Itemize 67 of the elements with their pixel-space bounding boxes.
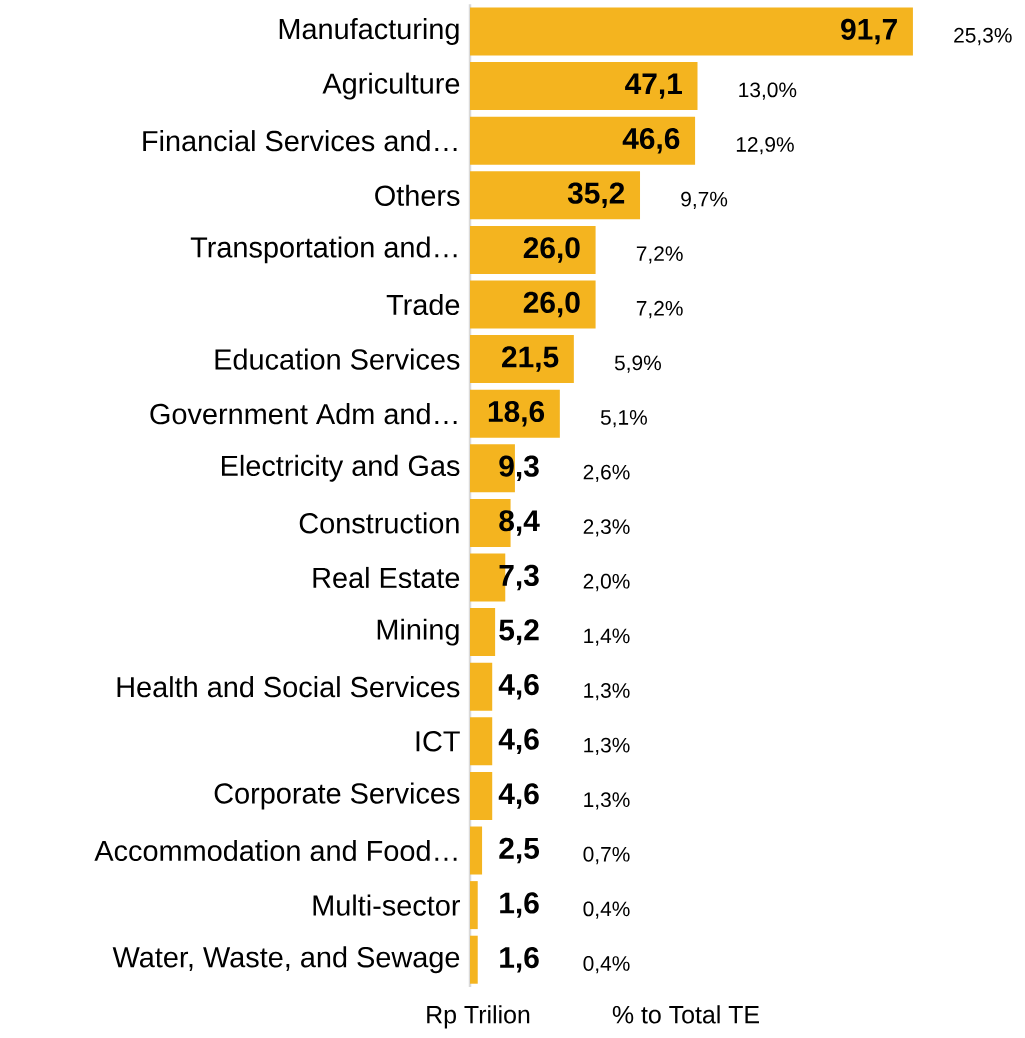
- y-tick-label: Agriculture: [322, 72, 460, 100]
- y-tick-label: Transportation and…: [190, 236, 457, 264]
- annotation: 0,4%: [583, 956, 630, 974]
- annotation: 5,1%: [600, 410, 647, 428]
- annotation: 7,2%: [636, 300, 683, 319]
- x-axis-title: Rp Trilion: [427, 1005, 530, 1029]
- data-label: 91,7: [841, 18, 897, 45]
- annotation: 12,9%: [736, 137, 794, 155]
- y-tick-label: Mining: [377, 618, 459, 646]
- bar: [470, 771, 493, 820]
- y-tick-label: Real Estate: [313, 566, 460, 589]
- data-label: 1,6: [500, 946, 539, 973]
- y-tick-label: Trade: [386, 293, 460, 316]
- data-label: 26,0: [523, 291, 580, 318]
- annotation: 5,9%: [614, 355, 661, 373]
- bar: [470, 280, 596, 329]
- data-label: 5,2: [499, 619, 539, 645]
- bar: [470, 935, 478, 984]
- annotation: 9,7%: [681, 191, 728, 209]
- y-tick-label: Construction: [299, 512, 459, 534]
- annotation: 13,0%: [739, 82, 797, 100]
- data-label: 4,6: [498, 728, 539, 755]
- annotation: 7,2%: [636, 246, 683, 264]
- y-tick-label: Financial Services and…: [143, 130, 457, 152]
- data-label: 46,6: [622, 127, 680, 154]
- bar: [470, 881, 478, 930]
- y-tick-label: Water, Waste, and Sewage: [112, 946, 460, 974]
- annotation: 2,0%: [583, 573, 630, 592]
- annotation: 1,4%: [584, 628, 630, 646]
- bar: [470, 225, 596, 274]
- bar: [470, 717, 493, 766]
- annotation: 2,3%: [583, 519, 630, 537]
- data-label: 18,6: [488, 400, 545, 427]
- bar: [470, 335, 574, 384]
- bar: [470, 662, 493, 711]
- bar: [470, 608, 496, 657]
- data-label: 2,5: [499, 837, 540, 864]
- annotation: 1,3%: [584, 737, 630, 755]
- bar: [470, 7, 913, 56]
- annotation: 1,3%: [584, 792, 630, 810]
- text: 25,3%: [954, 27, 1012, 46]
- bar: [470, 171, 641, 220]
- text: % to Total TE: [612, 1005, 759, 1024]
- data-label: 4,6: [498, 673, 539, 700]
- y-tick-label: Multi-sector: [313, 894, 460, 916]
- y-tick-label: Electricity and Gas: [222, 454, 460, 482]
- y-tick-label: Government Adm and…: [150, 403, 457, 425]
- bar: [470, 826, 483, 875]
- data-label: 21,5: [502, 346, 559, 372]
- y-tick-label: Others: [375, 184, 460, 206]
- annotation: 0,7%: [583, 846, 630, 865]
- bar: [470, 62, 698, 111]
- data-label: 35,2: [567, 182, 625, 209]
- y-tick-label: Corporate Services: [214, 782, 460, 810]
- bar: [470, 116, 696, 165]
- data-label: 26,0: [523, 237, 580, 263]
- y-tick-label: Health and Social Services: [117, 676, 460, 698]
- data-label: 4,6: [498, 783, 539, 809]
- data-label: 47,1: [625, 73, 682, 99]
- data-label: 1,6: [500, 892, 539, 918]
- annotation: 0,4%: [583, 901, 630, 919]
- annotation: 1,3%: [584, 683, 630, 701]
- y-tick-label: Education Services: [215, 348, 460, 370]
- y-tick-label: ICT: [416, 731, 460, 752]
- y-tick-label: Accommodation and Food…: [94, 839, 457, 862]
- annotation: 2,6%: [583, 464, 630, 482]
- y-tick-label: Manufacturing: [279, 18, 459, 45]
